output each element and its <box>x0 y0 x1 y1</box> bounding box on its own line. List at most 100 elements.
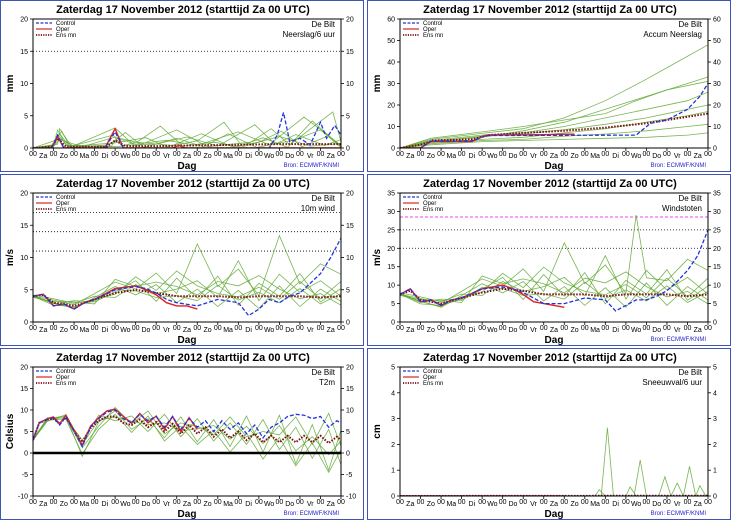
control-line <box>400 229 708 312</box>
ensemble-member-line <box>400 459 708 496</box>
x-tick-label: 00 <box>276 499 284 506</box>
y-tick-label-right: 40 <box>713 60 721 67</box>
variable-label: Neerslag/6 uur <box>283 30 336 39</box>
y-axis-label: mm <box>372 75 383 93</box>
x-tick-label: 00 <box>214 325 222 332</box>
y-tick-label: 5 <box>24 287 28 294</box>
y-tick-label: 30 <box>387 81 395 88</box>
x-tick-label: 00 <box>111 499 119 506</box>
x-tick-label: 00 <box>234 499 242 506</box>
y-tick-label: 60 <box>387 17 395 24</box>
x-tick-label: 00 <box>478 499 486 506</box>
x-tick-label: 00 <box>132 499 140 506</box>
y-tick-label: 10 <box>387 124 395 131</box>
x-tick-label: 00 <box>458 151 466 158</box>
y-axis-label: m/s <box>372 248 383 266</box>
y-tick-label-right: 15 <box>346 386 354 393</box>
day-label: Wo <box>120 327 130 334</box>
legend-control-label: Control <box>56 195 75 201</box>
x-axis-label: Dag <box>545 509 564 520</box>
day-label: Di <box>612 501 619 508</box>
x-tick-label: 00 <box>581 499 589 506</box>
x-tick-label: 00 <box>152 151 160 158</box>
y-tick-label-right: 20 <box>346 191 354 198</box>
plot-frame <box>32 366 342 497</box>
y-tick-label: 2 <box>391 442 395 449</box>
day-label: Ma <box>590 501 600 508</box>
x-tick-label: 00 <box>663 499 671 506</box>
x-tick-label: 00 <box>296 499 304 506</box>
x-tick-label: 00 <box>560 151 568 158</box>
ensemble-member-line <box>400 482 708 496</box>
day-label: Za <box>550 153 558 160</box>
x-tick-label: 00 <box>663 325 671 332</box>
day-label: Za <box>406 327 414 334</box>
y-tick-label: 0 <box>391 494 395 501</box>
y-tick-label: 0 <box>24 320 28 327</box>
y-tick-label: 15 <box>20 223 28 230</box>
y-tick-label-right: 0 <box>346 320 350 327</box>
x-tick-label: 00 <box>193 151 201 158</box>
panel-sneeuwval: Zaterdag 17 November 2012 (starttijd Za … <box>367 348 731 520</box>
y-tick-label-right: 0 <box>713 146 717 153</box>
x-tick-label: 00 <box>91 499 99 506</box>
day-label: Do <box>141 501 150 508</box>
y-tick-label-right: 5 <box>346 287 350 294</box>
day-label: Do <box>508 153 517 160</box>
x-tick-label: 00 <box>173 151 181 158</box>
oper-line <box>33 285 198 310</box>
y-tick-label: 25 <box>387 227 395 234</box>
day-label: Wo <box>487 153 497 160</box>
legend-control-label: Control <box>56 369 75 375</box>
day-label: Wo <box>631 327 641 334</box>
chart-title: Zaterdag 17 November 2012 (starttijd Za … <box>423 178 677 190</box>
day-label: Ma <box>223 501 233 508</box>
x-tick-label: 00 <box>70 499 78 506</box>
variable-label: Accum Neerslag <box>643 30 702 39</box>
day-label: Za <box>183 501 191 508</box>
x-tick-label: 00 <box>540 325 548 332</box>
x-tick-label: 00 <box>417 499 425 506</box>
ensemble-mean-line <box>400 287 708 305</box>
y-tick-label: -5 <box>22 472 28 479</box>
chart-title: Zaterdag 17 November 2012 (starttijd Za … <box>423 4 677 16</box>
y-axis-label: m/s <box>5 248 16 266</box>
x-axis-label: Dag <box>178 509 197 520</box>
day-label: Wo <box>631 153 641 160</box>
x-tick-label: 00 <box>276 325 284 332</box>
day-label: Vr <box>530 501 537 508</box>
x-axis-label: Dag <box>545 161 564 172</box>
y-tick-label-right: 0 <box>713 494 717 501</box>
x-tick-label: 00 <box>255 151 263 158</box>
x-tick-label: 00 <box>193 499 201 506</box>
ensemble-member-line <box>33 259 341 304</box>
legend-oper-label: Oper <box>56 27 69 33</box>
ensemble-member-line <box>400 132 708 148</box>
y-tick-label-right: 15 <box>346 223 354 230</box>
x-tick-label: 00 <box>317 151 325 158</box>
station-label: De Bilt <box>678 20 702 29</box>
y-axis-label: Celsius <box>5 413 16 449</box>
panel-neerslag: Zaterdag 17 November 2012 (starttijd Za … <box>0 0 364 172</box>
x-tick-label: 00 <box>540 151 548 158</box>
y-tick-label-right: 5 <box>346 429 350 436</box>
y-tick-label: 10 <box>20 81 28 88</box>
x-tick-label: 00 <box>396 499 404 506</box>
variable-label: T2m <box>319 378 335 387</box>
ensemble-member-line <box>33 272 341 306</box>
variable-label: Sneeuwval/6 uur <box>642 378 702 387</box>
ensemble-member-line <box>400 266 708 307</box>
legend-ensmn-label: Ens mn <box>56 207 76 213</box>
day-label: Vr <box>674 501 681 508</box>
day-label: Zo <box>203 153 211 160</box>
x-tick-label: 00 <box>643 151 651 158</box>
source-label: Bron: ECMWF/KNMI <box>651 163 707 169</box>
legend-control-label: Control <box>56 21 75 27</box>
x-tick-label: 00 <box>91 325 99 332</box>
day-label: Do <box>285 501 294 508</box>
day-label: Do <box>652 153 661 160</box>
day-label: Ma <box>446 501 456 508</box>
y-tick-label: 30 <box>387 209 395 216</box>
legend-ensmn-label: Ens mn <box>423 207 443 213</box>
chart-svg: Zaterdag 17 November 2012 (starttijd Za … <box>5 4 354 172</box>
